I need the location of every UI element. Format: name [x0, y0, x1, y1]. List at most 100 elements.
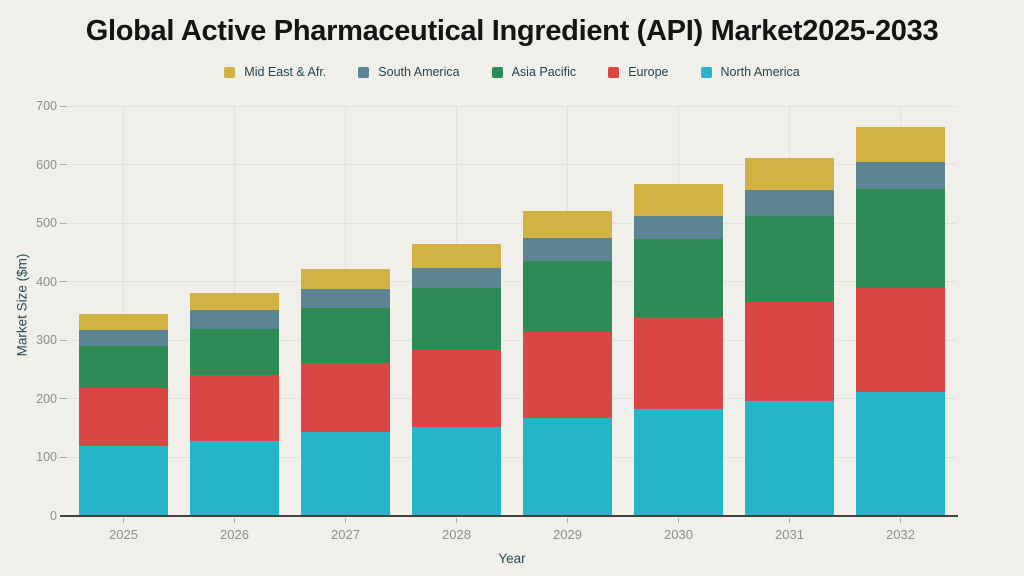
- y-tick: [60, 456, 67, 458]
- bar-segment-south-america: [301, 288, 390, 309]
- legend-swatch-south-america: [358, 66, 370, 78]
- bar-segment-north-america: [523, 417, 612, 516]
- x-tick: [345, 518, 346, 523]
- bar-segment-north-america: [301, 431, 390, 516]
- y-tick-label: 0: [50, 509, 57, 523]
- bar-segment-mid-east-afr: [190, 292, 279, 311]
- bar-segment-europe: [412, 350, 501, 427]
- legend-swatch-europe: [608, 66, 620, 78]
- gridline-h: [68, 281, 956, 283]
- x-tick-label: 2026: [220, 527, 249, 542]
- y-tick-label: 500: [36, 216, 57, 231]
- bar-segment-asia-pacific: [634, 238, 723, 317]
- x-tick: [234, 518, 235, 523]
- legend-label: South America: [378, 65, 460, 79]
- bar-segment-mid-east-afr: [745, 158, 834, 190]
- bar-segment-asia-pacific: [412, 288, 501, 351]
- x-tick-label: 2032: [886, 527, 915, 542]
- y-tick: [60, 339, 67, 341]
- x-tick: [567, 518, 568, 523]
- bar-segment-south-america: [856, 161, 945, 189]
- bar-segment-europe: [856, 288, 945, 392]
- bar-segment-asia-pacific: [745, 215, 834, 303]
- bar-segment-europe: [745, 302, 834, 402]
- bar-segment-north-america: [412, 426, 501, 516]
- bar-segment-asia-pacific: [79, 345, 168, 388]
- bar-segment-south-america: [745, 189, 834, 216]
- legend-item-north-america: North America: [700, 65, 800, 79]
- legend-label: Europe: [628, 65, 669, 79]
- gridline-h: [68, 339, 956, 341]
- gridline-h: [68, 398, 956, 400]
- y-tick: [60, 222, 67, 224]
- y-tick-label: 100: [36, 450, 57, 465]
- bar-segment-north-america: [745, 401, 834, 516]
- legend-label: North America: [720, 65, 800, 79]
- x-tick-label: 2030: [664, 527, 693, 542]
- bar-segment-mid-east-afr: [79, 313, 168, 330]
- legend-item-mid-east-afr: Mid East & Afr.: [224, 65, 326, 79]
- bar-segment-mid-east-afr: [856, 126, 945, 162]
- gridline-h: [68, 105, 956, 107]
- bar-segment-south-america: [190, 310, 279, 329]
- bar-segment-asia-pacific: [190, 328, 279, 376]
- x-axis-line: [60, 515, 958, 517]
- bar-segment-north-america: [634, 408, 723, 516]
- bar-segment-europe: [79, 387, 168, 447]
- bar-segment-mid-east-afr: [412, 244, 501, 268]
- bar-segment-north-america: [856, 391, 945, 516]
- bar-segment-south-america: [634, 215, 723, 239]
- gridline-h: [68, 456, 956, 458]
- x-tick-label: 2031: [775, 527, 804, 542]
- y-tick-label: 700: [36, 99, 57, 113]
- legend-label: Asia Pacific: [511, 65, 577, 79]
- y-axis-label: Market Size ($m): [14, 253, 30, 357]
- x-tick: [900, 518, 901, 523]
- bar-segment-europe: [523, 332, 612, 418]
- y-tick: [60, 105, 67, 107]
- y-tick: [60, 281, 67, 283]
- x-tick-label: 2028: [442, 527, 471, 542]
- bar-segment-north-america: [79, 446, 168, 516]
- y-tick: [60, 398, 67, 400]
- x-tick: [123, 518, 124, 523]
- legend-swatch-mid-east-afr: [224, 66, 236, 78]
- bar-segment-asia-pacific: [856, 188, 945, 289]
- bar-segment-mid-east-afr: [523, 211, 612, 239]
- gridline-v: [123, 106, 124, 516]
- chart-title: Global Active Pharmaceutical Ingredient …: [85, 15, 939, 47]
- gridline-h: [68, 164, 956, 166]
- x-tick: [678, 518, 679, 523]
- bar-segment-south-america: [523, 238, 612, 262]
- bar-segment-europe: [634, 316, 723, 409]
- y-tick-label: 400: [36, 274, 57, 289]
- legend-label: Mid East & Afr.: [244, 65, 327, 79]
- bar-segment-asia-pacific: [523, 261, 612, 333]
- x-tick-label: 2027: [331, 527, 360, 542]
- bar-segment-europe: [190, 375, 279, 442]
- y-tick-label: 300: [36, 333, 57, 348]
- bar-segment-mid-east-afr: [301, 268, 390, 289]
- x-tick-label: 2029: [553, 527, 582, 542]
- bar-segment-south-america: [79, 329, 168, 346]
- legend-swatch-north-america: [700, 66, 712, 78]
- y-tick: [60, 164, 67, 166]
- bar-segment-europe: [301, 362, 390, 432]
- bar-segment-north-america: [190, 441, 279, 516]
- x-axis-label: Year: [498, 551, 526, 566]
- y-tick-label: 200: [36, 391, 57, 406]
- x-tick: [789, 518, 790, 523]
- legend-item-europe: Europe: [608, 65, 669, 79]
- legend-swatch-asia-pacific: [491, 66, 503, 78]
- x-tick: [456, 518, 457, 523]
- gridline-h: [68, 222, 956, 224]
- y-tick-label: 600: [36, 157, 57, 172]
- bar-segment-south-america: [412, 267, 501, 289]
- bar-segment-mid-east-afr: [634, 184, 723, 216]
- legend: Mid East & Afr. South America Asia Pacific…: [0, 65, 1024, 79]
- legend-item-asia-pacific: Asia Pacific: [491, 65, 577, 79]
- bar-segment-asia-pacific: [301, 308, 390, 363]
- x-tick-label: 2025: [109, 527, 138, 542]
